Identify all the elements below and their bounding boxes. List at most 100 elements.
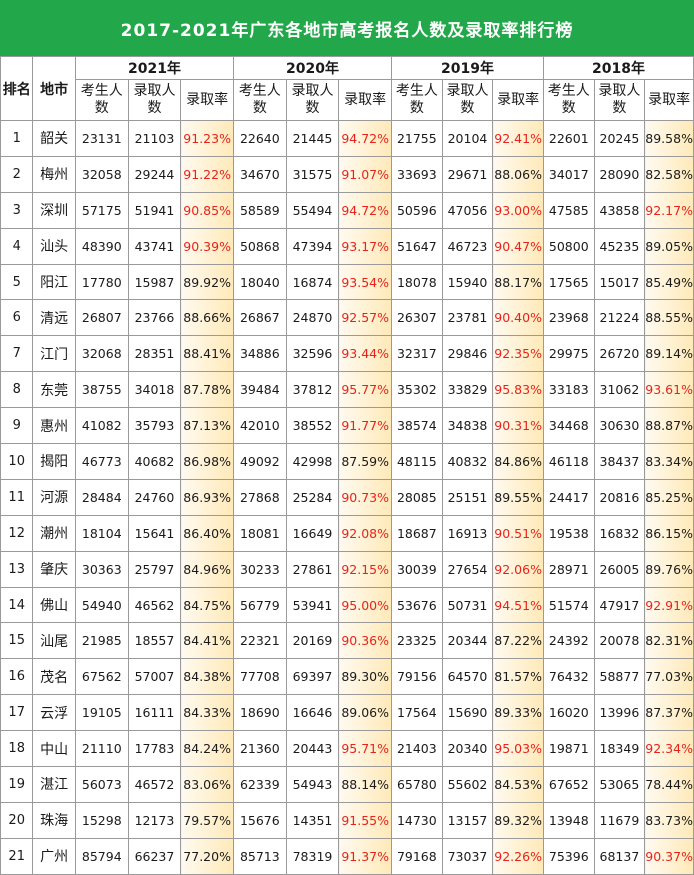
applicants-cell: 85794 <box>74 837 129 875</box>
rank-cell: 15 <box>0 622 34 660</box>
applicants-cell: 23325 <box>391 622 443 660</box>
rate-cell: 94.72% <box>338 191 393 229</box>
rate-cell: 88.66% <box>180 299 234 337</box>
admitted-cell: 45235 <box>593 227 646 265</box>
rate-cell: 86.93% <box>180 478 234 516</box>
rank-cell: 19 <box>0 766 34 803</box>
admitted-cell: 15940 <box>441 263 494 301</box>
rate-cell: 95.77% <box>338 371 393 409</box>
rank-cell: 11 <box>0 478 34 516</box>
admitted-cell: 58877 <box>593 658 646 696</box>
city-cell: 珠海 <box>32 801 76 839</box>
admitted-cell: 16832 <box>593 514 646 552</box>
admitted-cell: 28090 <box>593 155 646 193</box>
year-2020-header: 2020年 <box>232 56 393 80</box>
rate-cell: 89.33% <box>492 694 544 732</box>
rate-cell: 95.71% <box>338 730 393 768</box>
rate-header: 录取率 <box>338 79 393 121</box>
city-cell: 汕头 <box>32 227 76 265</box>
applicants-cell: 26307 <box>391 299 443 337</box>
applicants-cell: 77708 <box>232 658 287 696</box>
city-cell: 中山 <box>32 730 76 768</box>
admitted-cell: 31062 <box>593 371 646 409</box>
applicants-cell: 21755 <box>391 120 443 157</box>
rate-cell: 88.06% <box>492 155 544 193</box>
admitted-cell: 25284 <box>285 478 340 516</box>
rate-cell: 90.31% <box>492 407 544 445</box>
admitted-cell: 13157 <box>441 801 494 839</box>
admitted-cell: 33829 <box>441 371 494 409</box>
admitted-cell: 29244 <box>127 155 182 193</box>
rate-cell: 87.13% <box>180 407 234 445</box>
admitted-cell: 37812 <box>285 371 340 409</box>
admitted-cell: 15987 <box>127 263 182 301</box>
rate-cell: 86.15% <box>644 514 694 552</box>
applicants-cell: 17780 <box>74 263 129 301</box>
applicants-cell: 21360 <box>232 730 287 768</box>
applicants-cell: 48115 <box>391 443 443 480</box>
admitted-cell: 53941 <box>285 586 340 624</box>
city-cell: 肇庆 <box>32 550 76 588</box>
city-cell: 揭阳 <box>32 443 76 480</box>
applicants-cell: 50596 <box>391 191 443 229</box>
rank-cell: 3 <box>0 191 34 229</box>
table-row: 19 湛江 56073 46572 83.06% 62339 54943 88.14% 6578… <box>0 766 694 803</box>
rate-cell: 89.30% <box>338 658 393 696</box>
rate-cell: 90.51% <box>492 514 544 552</box>
applicants-cell: 22321 <box>232 622 287 660</box>
table-row: 5 阳江 17780 15987 89.92% 18040 16874 93.54% 18078… <box>0 263 694 301</box>
sub-header-row: 考生人数 录取人数 录取率 考生人数 录取人数 录取率 考生人数 录取人数 录取… <box>1 79 694 121</box>
applicants-cell: 34017 <box>542 155 595 193</box>
applicants-cell: 13948 <box>542 801 595 839</box>
city-cell: 阳江 <box>32 263 76 301</box>
rate-cell: 86.98% <box>180 443 234 480</box>
applicants-cell: 79168 <box>391 837 443 875</box>
admitted-cell: 55602 <box>441 766 494 803</box>
rate-cell: 85.25% <box>644 478 694 516</box>
rate-cell: 93.17% <box>338 227 393 265</box>
applicants-cell: 51647 <box>391 227 443 265</box>
admitted-cell: 46572 <box>127 766 182 803</box>
rate-cell: 91.23% <box>180 120 234 157</box>
rate-cell: 92.26% <box>492 837 544 875</box>
rate-cell: 89.14% <box>644 335 694 373</box>
applicants-cell: 34670 <box>232 155 287 193</box>
rate-cell: 92.08% <box>338 514 393 552</box>
admitted-cell: 40682 <box>127 443 182 480</box>
rank-cell: 20 <box>0 801 34 839</box>
admitted-cell: 16874 <box>285 263 340 301</box>
admitted-cell: 54943 <box>285 766 340 803</box>
rate-cell: 93.00% <box>492 191 544 229</box>
admitted-cell: 11679 <box>593 801 646 839</box>
rate-cell: 87.78% <box>180 371 234 409</box>
admitted-cell: 23766 <box>127 299 182 337</box>
rate-cell: 87.37% <box>644 694 694 732</box>
table-row: 2 梅州 32058 29244 91.22% 34670 31575 91.07% 33693… <box>0 155 694 193</box>
admitted-cell: 27654 <box>441 550 494 588</box>
admitted-cell: 57007 <box>127 658 182 696</box>
rank-cell: 8 <box>0 371 34 409</box>
admitted-cell: 47056 <box>441 191 494 229</box>
rate-cell: 82.31% <box>644 622 694 660</box>
applicants-cell: 34886 <box>232 335 287 373</box>
admitted-cell: 26005 <box>593 550 646 588</box>
applicants-cell: 30039 <box>391 550 443 588</box>
rate-cell: 84.86% <box>492 443 544 480</box>
applicants-cell: 57175 <box>74 191 129 229</box>
rate-cell: 92.35% <box>492 335 544 373</box>
applicants-cell: 27868 <box>232 478 287 516</box>
rate-cell: 92.57% <box>338 299 393 337</box>
rate-cell: 83.06% <box>180 766 234 803</box>
rate-cell: 84.24% <box>180 730 234 768</box>
rate-cell: 95.03% <box>492 730 544 768</box>
year-2018-header: 2018年 <box>542 56 694 80</box>
applicants-cell: 26867 <box>232 299 287 337</box>
applicants-cell: 65780 <box>391 766 443 803</box>
admitted-cell: 29671 <box>441 155 494 193</box>
city-cell: 江门 <box>32 335 76 373</box>
applicants-cell: 15298 <box>74 801 129 839</box>
rate-cell: 88.14% <box>338 766 393 803</box>
admitted-cell: 27861 <box>285 550 340 588</box>
applicants-cell: 58589 <box>232 191 287 229</box>
applicants-cell: 51574 <box>542 586 595 624</box>
